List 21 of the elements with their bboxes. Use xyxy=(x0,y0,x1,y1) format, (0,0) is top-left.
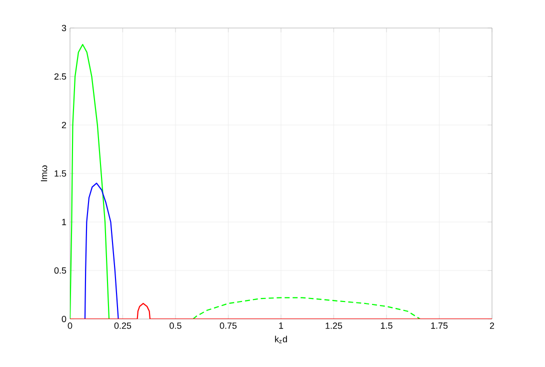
x-tick-label: 1.75 xyxy=(431,322,448,329)
y-tick-label: 0.5 xyxy=(54,267,66,274)
x-tick-label: 1 xyxy=(279,322,284,329)
x-tick-label: 1.25 xyxy=(326,322,342,329)
y-tick-label: 2.5 xyxy=(54,73,66,80)
x-axis-title: k$_{z}$d xyxy=(275,336,287,344)
x-tick-label: 0.5 xyxy=(170,322,182,329)
x-tick-label: 1.5 xyxy=(380,322,392,329)
x-tick-label: 0.25 xyxy=(114,322,132,329)
y-tick-label: 0 xyxy=(62,316,66,322)
x-tick-label: 0.75 xyxy=(220,322,237,329)
line-series xyxy=(84,182,119,319)
x-tick-label: 2 xyxy=(490,322,494,329)
line-series xyxy=(192,297,421,319)
y-tick-label: 1.5 xyxy=(54,170,66,177)
y-tick-label: 2 xyxy=(62,122,66,128)
y-axis-title: Imω xyxy=(40,165,48,182)
x-tick-label: 0 xyxy=(68,322,72,329)
line-series xyxy=(70,302,492,319)
y-tick-label: 1 xyxy=(62,218,66,226)
y-tick-label: 3 xyxy=(62,24,66,32)
